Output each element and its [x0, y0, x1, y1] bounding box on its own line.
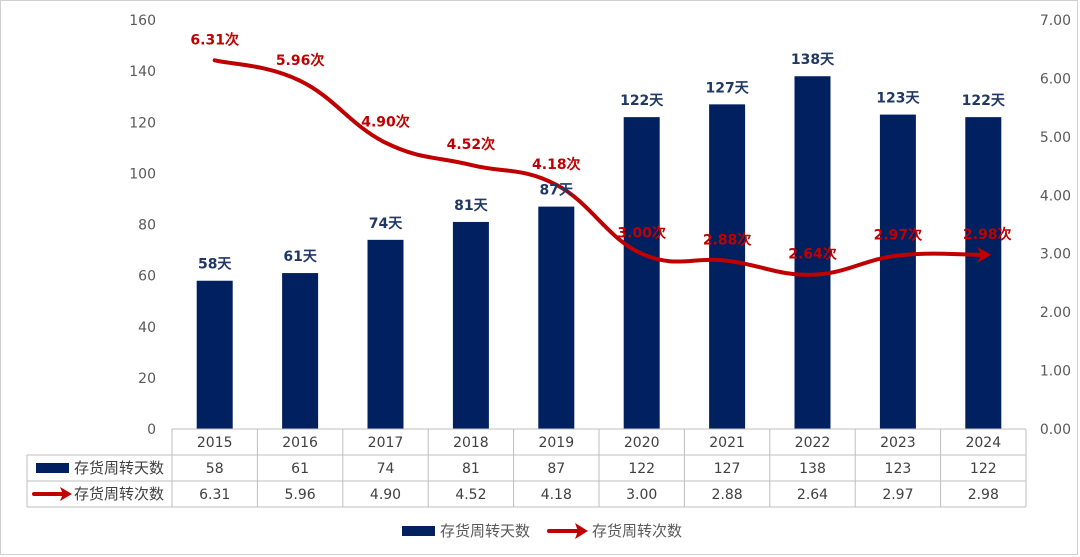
table-cell: 4.18 — [541, 487, 572, 503]
table-cell: 3.00 — [626, 487, 657, 503]
table-key-arrowhead — [60, 487, 72, 501]
right-axis-tick-label: 6.00 — [1040, 71, 1071, 87]
category-label: 2024 — [965, 435, 1001, 451]
right-axis-tick-label: 4.00 — [1040, 188, 1071, 204]
left-axis-tick-label: 40 — [138, 320, 156, 336]
category-label: 2016 — [282, 435, 318, 451]
line-data-label: 2.88次 — [703, 232, 752, 249]
table-cell: 122 — [628, 461, 655, 477]
category-label: 2015 — [197, 435, 233, 451]
right-axis-tick-label: 1.00 — [1040, 364, 1071, 380]
bar — [965, 117, 1002, 429]
bar-data-label: 123天 — [876, 91, 920, 107]
bar — [452, 221, 489, 429]
bar — [879, 114, 916, 430]
bar-data-label: 138天 — [791, 52, 835, 68]
table-series-name: 存货周转次数 — [74, 485, 164, 503]
left-axis-tick-label: 100 — [129, 166, 156, 182]
legend-line-label: 存货周转次数 — [592, 522, 682, 540]
category-label: 2019 — [538, 435, 574, 451]
bar — [367, 239, 404, 429]
category-label: 2021 — [709, 435, 745, 451]
line-arrowhead — [977, 246, 992, 263]
bar-data-label: 81天 — [454, 198, 488, 214]
right-axis-tick-label: 5.00 — [1040, 130, 1071, 146]
table-cell: 123 — [885, 461, 912, 477]
left-axis-tick-label: 20 — [138, 371, 156, 387]
table-cell: 2.97 — [882, 487, 913, 503]
bar-data-label: 74天 — [369, 216, 403, 232]
bar — [623, 117, 660, 429]
table-cell: 74 — [377, 461, 395, 477]
bar-data-label: 122天 — [962, 93, 1006, 109]
table-cell: 4.90 — [370, 487, 401, 503]
left-axis-tick-label: 0 — [147, 422, 156, 438]
table-cell: 2.88 — [712, 487, 743, 503]
table-cell: 81 — [462, 461, 480, 477]
bar — [794, 76, 831, 430]
table-cell: 2.98 — [968, 487, 999, 503]
bars-layer — [196, 76, 1002, 430]
bar-data-label: 87天 — [540, 183, 574, 199]
legend-bar-label: 存货周转天数 — [440, 522, 530, 540]
right-axis-tick-label: 3.00 — [1040, 247, 1071, 263]
bar-data-label: 61天 — [283, 249, 317, 265]
right-axis-tick-label: 0.00 — [1040, 422, 1071, 438]
table-series-name: 存货周转天数 — [74, 459, 164, 477]
labels-layer: 58天 61天 74天 81天 87天 122天 127天 138天 123天 122天 6.31次… — [190, 31, 1011, 272]
line-data-label: 2.98次 — [963, 226, 1012, 243]
bar — [196, 280, 233, 429]
bar-data-label: 58天 — [198, 257, 232, 273]
table-cell: 4.52 — [455, 487, 486, 503]
table-cell: 2.64 — [797, 487, 828, 503]
bar-data-label: 122天 — [620, 93, 664, 109]
bar — [282, 273, 319, 429]
line-data-label: 4.90次 — [361, 114, 410, 131]
left-axis-tick-label: 60 — [138, 269, 156, 285]
table-cell: 6.31 — [199, 487, 230, 503]
right-axis-tick-label: 2.00 — [1040, 305, 1071, 321]
line-data-label: 4.18次 — [532, 156, 581, 173]
right-axis-tick-label: 7.00 — [1040, 13, 1071, 29]
bar — [538, 206, 575, 429]
table-cell: 5.96 — [285, 487, 316, 503]
table-cell: 61 — [291, 461, 309, 477]
category-label: 2022 — [795, 435, 831, 451]
table-cell: 122 — [970, 461, 997, 477]
bar — [709, 104, 746, 429]
line-data-label: 2.64次 — [788, 246, 837, 263]
left-axis-tick-label: 160 — [129, 13, 156, 29]
legend: 存货周转天数 存货周转次数 — [402, 522, 682, 540]
left-axis-tick-label: 140 — [129, 64, 156, 80]
line-data-label: 6.31次 — [190, 31, 239, 48]
line-layer — [212, 58, 992, 277]
legend-arrowhead — [575, 523, 588, 539]
turnover-times-line — [212, 58, 986, 277]
category-label: 2023 — [880, 435, 916, 451]
left-axis-tick-label: 80 — [138, 218, 156, 234]
legend-bar-swatch — [402, 526, 435, 536]
line-data-label: 4.52次 — [447, 136, 496, 153]
table-cell: 87 — [547, 461, 565, 477]
table-cell: 58 — [206, 461, 224, 477]
line-data-label: 3.00次 — [617, 225, 666, 242]
bar-data-label: 127天 — [705, 80, 749, 96]
category-label: 2020 — [624, 435, 660, 451]
table-cell: 127 — [714, 461, 741, 477]
table-cell: 138 — [799, 461, 826, 477]
category-label: 2017 — [368, 435, 404, 451]
table-key-bar-swatch — [36, 463, 69, 473]
left-axis-tick-label: 120 — [129, 115, 156, 131]
line-data-label: 5.96次 — [276, 52, 325, 69]
line-data-label: 2.97次 — [874, 226, 923, 243]
axes-layer: 0 20 40 60 80 100 120 140 160 0.00 1.00 2.00 3.00 4.0… — [129, 13, 1071, 438]
data-table: 2015 2016 2017 2018 2019 2020 2021 2022 2023 2024… — [26, 428, 1027, 508]
category-label: 2018 — [453, 435, 489, 451]
